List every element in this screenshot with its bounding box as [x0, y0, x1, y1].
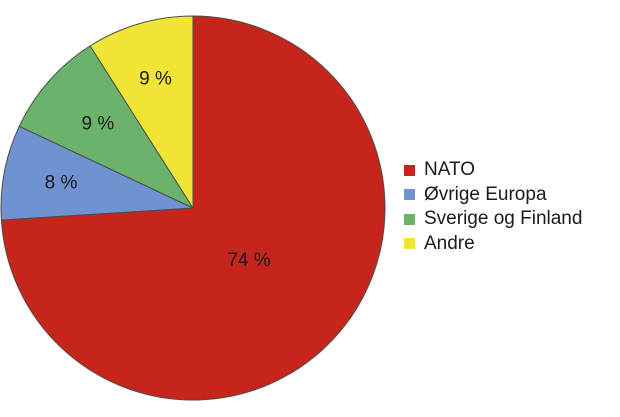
legend-item-andre: Andre	[404, 232, 582, 257]
data-label-nato: 74 %	[227, 250, 270, 271]
pie-slice-ovrige-europa	[0, 125, 194, 221]
legend-label-andre: Andre	[424, 232, 475, 254]
data-label-sverige-og-finland: 9 %	[82, 114, 115, 135]
legend-item-nato: NATO	[404, 158, 582, 183]
data-label-ovrige-europa: 8 %	[45, 172, 78, 193]
pie-slices	[0, 15, 386, 401]
legend-item-sverige-og-finland: Sverige og Finland	[404, 207, 582, 232]
data-label-andre: 9 %	[139, 68, 172, 89]
legend-label-ovrige-europa: Øvrige Europa	[424, 183, 547, 205]
legend-label-nato: NATO	[424, 159, 476, 181]
pie-slice-andre	[89, 15, 194, 209]
legend-item-ovrige-europa: Øvrige Europa	[404, 183, 582, 208]
pie-labels: 74 % 8 % 9 % 9 %	[45, 68, 271, 271]
legend-label-sverige-og-finland: Sverige og Finland	[424, 208, 583, 230]
legend-swatch-ovrige-europa	[404, 189, 415, 201]
legend-swatch-nato	[404, 164, 415, 176]
pie-slice-sverige-og-finland	[18, 45, 194, 209]
legend: NATO Øvrige Europa Sverige og Finland An…	[404, 158, 582, 256]
legend-swatch-sverige-og-finland	[404, 213, 415, 225]
legend-swatch-andre	[404, 238, 415, 250]
